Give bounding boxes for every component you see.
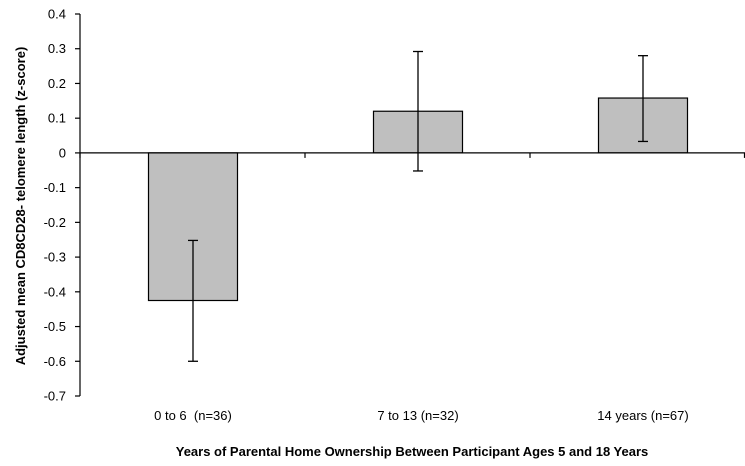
error-bars-layer bbox=[188, 50, 648, 362]
y-tick-label: 0.3 bbox=[48, 41, 66, 56]
x-axis-title: Years of Parental Home Ownership Between… bbox=[176, 444, 649, 459]
y-tick-label: 0.4 bbox=[48, 7, 66, 22]
y-tick-label: -0.6 bbox=[44, 354, 66, 369]
y-tick-label: -0.4 bbox=[44, 284, 66, 299]
axes-layer bbox=[75, 13, 745, 397]
y-tick-label: -0.7 bbox=[44, 389, 66, 404]
y-tick-label: 0.2 bbox=[48, 76, 66, 91]
category-label-2: 7 to 13 (n=32) bbox=[377, 408, 458, 423]
y-tick-label: -0.3 bbox=[44, 250, 66, 265]
category-label-3: 14 years (n=67) bbox=[597, 408, 688, 423]
y-tick-label: -0.1 bbox=[44, 180, 66, 195]
y-tick-label: 0 bbox=[59, 145, 66, 160]
y-tick-label: 0.1 bbox=[48, 111, 66, 126]
error-bar-3 bbox=[638, 55, 648, 143]
y-tick-label: -0.2 bbox=[44, 215, 66, 230]
y-axis-title: Adjusted mean CD8CD28- telomere length (… bbox=[13, 47, 28, 366]
y-tick-label: -0.5 bbox=[44, 319, 66, 334]
error-bar-2 bbox=[413, 50, 423, 172]
category-label-1: 0 to 6 (n=36) bbox=[154, 408, 232, 423]
error-bar-1 bbox=[188, 239, 198, 362]
labels-layer: 0.4 0.3 0.2 0.1 0 -0.1 -0.2 -0.3 -0.4 -0.5 -0.6 -0.… bbox=[44, 7, 689, 424]
